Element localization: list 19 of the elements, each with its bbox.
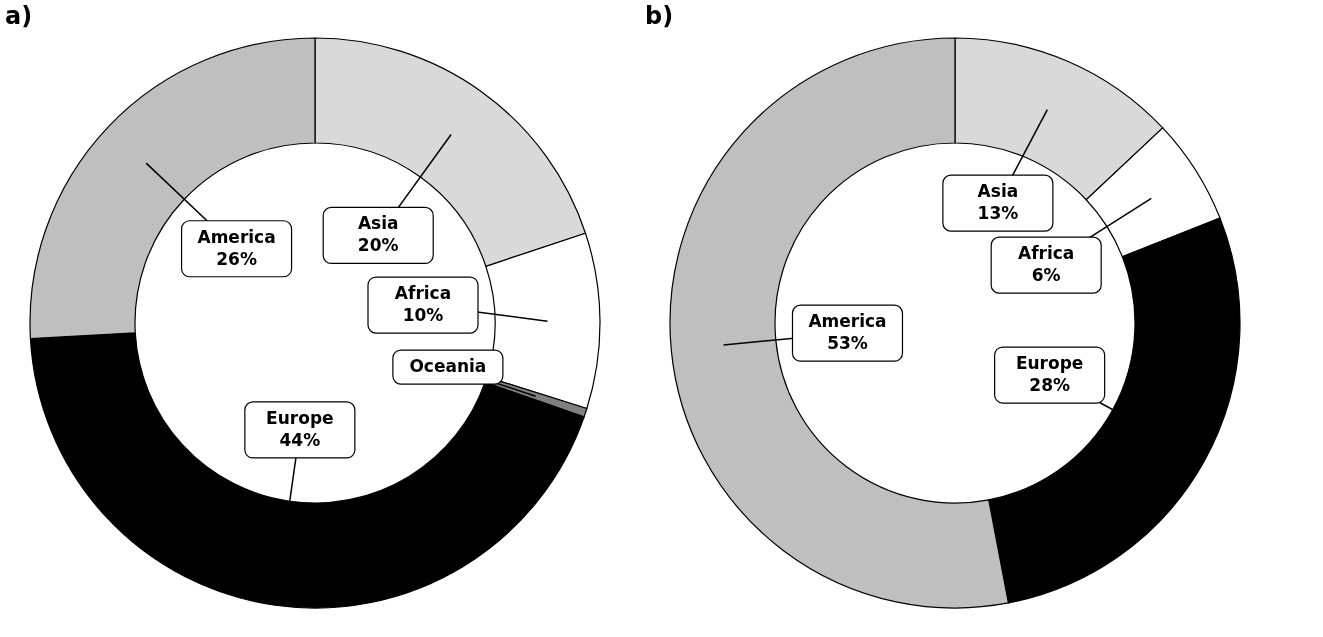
chart-title: a): [5, 2, 33, 30]
data-label: 6%: [1031, 265, 1061, 286]
data-label: 28%: [1029, 375, 1070, 396]
data-label: 53%: [827, 333, 868, 354]
slice-label: Asia: [357, 213, 399, 234]
slice-label: Africa: [394, 283, 452, 304]
slice-label: Europe: [1015, 353, 1084, 374]
data-label: 10%: [402, 305, 444, 326]
slice-label: Oceania: [409, 356, 487, 377]
slice-label: Europe: [266, 407, 334, 428]
slice-label: Asia: [977, 181, 1019, 202]
data-label: 26%: [216, 248, 257, 269]
slice-label: America: [808, 311, 887, 332]
chart-title: b): [645, 2, 674, 30]
slice-label: America: [197, 226, 276, 247]
data-label: 20%: [357, 235, 399, 256]
slice-label: Africa: [1018, 243, 1075, 264]
data-label: 13%: [977, 203, 1019, 224]
data-label: 44%: [279, 429, 321, 450]
